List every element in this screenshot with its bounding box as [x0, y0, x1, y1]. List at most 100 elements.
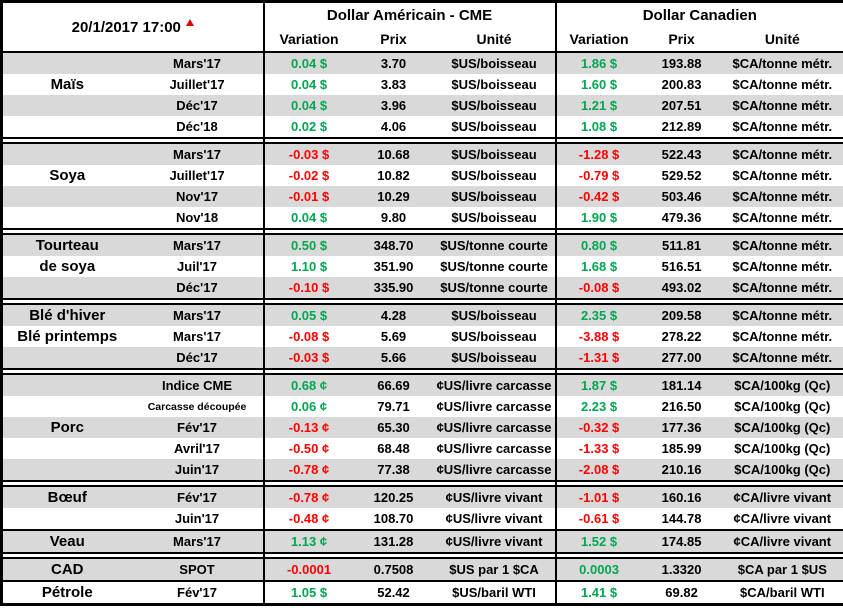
ca-price: 69.82: [641, 580, 722, 605]
ca-unit: $CA/tonne métr.: [721, 326, 843, 347]
commodity-label: [1, 143, 132, 165]
contract-month: Déc'17: [131, 347, 264, 369]
price-row: Avril'17 -0.50 ¢ 68.48 ¢US/livre carcasse -1…: [1, 438, 843, 459]
us-price: 3.83: [353, 74, 434, 95]
us-variation: 0.06 ¢: [262, 396, 354, 417]
us-price: 10.68: [353, 143, 434, 165]
header-row-titles: 20/1/2017 17:00 Dollar Américain - CME D…: [1, 1, 843, 53]
price-row: Pétrole Fév'17 1.05 $52.42 $US/baril WTI 1.4…: [1, 580, 843, 605]
separator-cell: [262, 298, 556, 305]
price-row: de soya Juil'17 1.10 $351.90 $US/tonne cour…: [1, 256, 843, 277]
header-row-columns: Variation Prix Unité Variation Prix Unit…: [2, 27, 843, 53]
commodity-label: Veau: [1, 529, 132, 553]
us-variation: 1.13 ¢: [262, 529, 354, 553]
price-row: Juin'17 -0.48 ¢ 108.70 ¢US/livre vivant -0.6…: [1, 508, 843, 530]
contract-month: Mars'17: [131, 326, 264, 347]
ca-price: 529.52: [641, 165, 722, 186]
us-variation: -0.10 $: [262, 277, 354, 299]
us-price: 351.90: [353, 256, 434, 277]
us-unit: $US/boisseau: [433, 304, 556, 326]
ca-price: 177.36: [641, 417, 722, 438]
ca-variation: -0.79 $: [554, 165, 642, 186]
table-header: 20/1/2017 17:00 Dollar Américain - CME D…: [1, 1, 843, 53]
us-unit: $US/boisseau: [433, 186, 556, 207]
us-price: 52.42: [353, 580, 434, 605]
group-separator: [1, 298, 843, 305]
ca-price: 200.83: [641, 74, 722, 95]
separator-cell: [1, 552, 264, 559]
separator-cell: [1, 368, 264, 375]
price-row: Juin'17 -0.78 ¢ 77.38 ¢US/livre carcasse -2.…: [1, 459, 843, 481]
contract-month: Déc'18: [131, 116, 264, 138]
commodity-label: [1, 186, 132, 207]
ca-variation: 1.60 $: [554, 74, 642, 95]
ca-unit: $CA/tonne métr.: [721, 207, 843, 229]
price-row: CAD SPOT -0.0001 0.7508 $US par 1 $CA 0.0003 1…: [1, 558, 843, 581]
us-price: 65.30: [353, 417, 434, 438]
ca-variation: -1.33 $: [554, 438, 642, 459]
ca-unit: ¢CA/livre vivant: [721, 486, 843, 508]
us-price: 120.25: [353, 486, 434, 508]
ca-variation: -0.42 $: [554, 186, 642, 207]
commodity-label: [1, 508, 132, 530]
commodity-label: [1, 459, 132, 481]
price-row: Déc'17 0.04 $3.96 $US/boisseau 1.21 $207.51…: [1, 95, 843, 116]
commodity-label: Blé printemps: [1, 326, 132, 347]
ca-variation: -1.28 $: [554, 143, 642, 165]
separator-cell: [1, 137, 264, 144]
us-variation: 0.68 ¢: [262, 374, 354, 396]
contract-month: Déc'17: [131, 95, 264, 116]
usd-variation-header: Variation: [262, 27, 354, 53]
ca-price: 503.46: [641, 186, 722, 207]
ca-price: 185.99: [641, 438, 722, 459]
us-unit: $US/boisseau: [433, 74, 556, 95]
us-variation: 0.04 $: [262, 52, 354, 74]
us-price: 131.28: [353, 529, 434, 553]
commodity-label: [1, 52, 132, 74]
us-unit: ¢US/livre vivant: [433, 529, 556, 553]
ca-price: 522.43: [641, 143, 722, 165]
separator-cell: [554, 137, 843, 144]
us-price: 10.82: [353, 165, 434, 186]
commodity-label: [1, 438, 132, 459]
contract-month: Nov'18: [131, 207, 264, 229]
us-price: 3.70: [353, 52, 434, 74]
separator-cell: [262, 137, 556, 144]
separator-cell: [1, 228, 264, 235]
price-row: Porc Fév'17 -0.13 ¢ 65.30 ¢US/livre carcasse…: [1, 417, 843, 438]
us-variation: -0.78 ¢: [262, 459, 354, 481]
commodity-label: de soya: [1, 256, 132, 277]
price-row: Nov'17 -0.01 $10.29 $US/boisseau -0.42 $503…: [1, 186, 843, 207]
separator-cell: [262, 228, 556, 235]
us-price: 5.66: [353, 347, 434, 369]
us-price: 68.48: [353, 438, 434, 459]
us-price: 66.69: [353, 374, 434, 396]
contract-month: Déc'17: [131, 277, 264, 299]
commodity-label: Tourteau: [1, 234, 132, 256]
us-unit: $US/boisseau: [433, 165, 556, 186]
separator-cell: [554, 368, 843, 375]
us-unit: ¢US/livre vivant: [433, 508, 556, 530]
contract-month: Juillet'17: [131, 74, 264, 95]
cad-unite-header: Unité: [721, 27, 843, 53]
commodity-label: Maïs: [1, 74, 132, 95]
ca-unit: ¢CA/livre vivant: [721, 529, 843, 553]
us-variation: 0.05 $: [262, 304, 354, 326]
ca-unit: $CA/tonne métr.: [721, 304, 843, 326]
ca-variation: 1.90 $: [554, 207, 642, 229]
price-row: Déc'17 -0.03 $5.66 $US/boisseau -1.31 $277.…: [1, 347, 843, 369]
us-price: 108.70: [353, 508, 434, 530]
us-price: 10.29: [353, 186, 434, 207]
ca-price: 209.58: [641, 304, 722, 326]
ca-variation: -0.61 $: [554, 508, 642, 530]
ca-variation: -2.08 $: [554, 459, 642, 481]
ca-unit: $CA/tonne métr.: [721, 256, 843, 277]
cad-variation-header: Variation: [554, 27, 642, 53]
us-price: 4.28: [353, 304, 434, 326]
commodity-label: [1, 116, 132, 138]
us-variation: -0.78 ¢: [262, 486, 354, 508]
ca-variation: 1.87 $: [554, 374, 642, 396]
report-datetime-cell: 20/1/2017 17:00: [1, 1, 264, 53]
ca-price: 181.14: [641, 374, 722, 396]
